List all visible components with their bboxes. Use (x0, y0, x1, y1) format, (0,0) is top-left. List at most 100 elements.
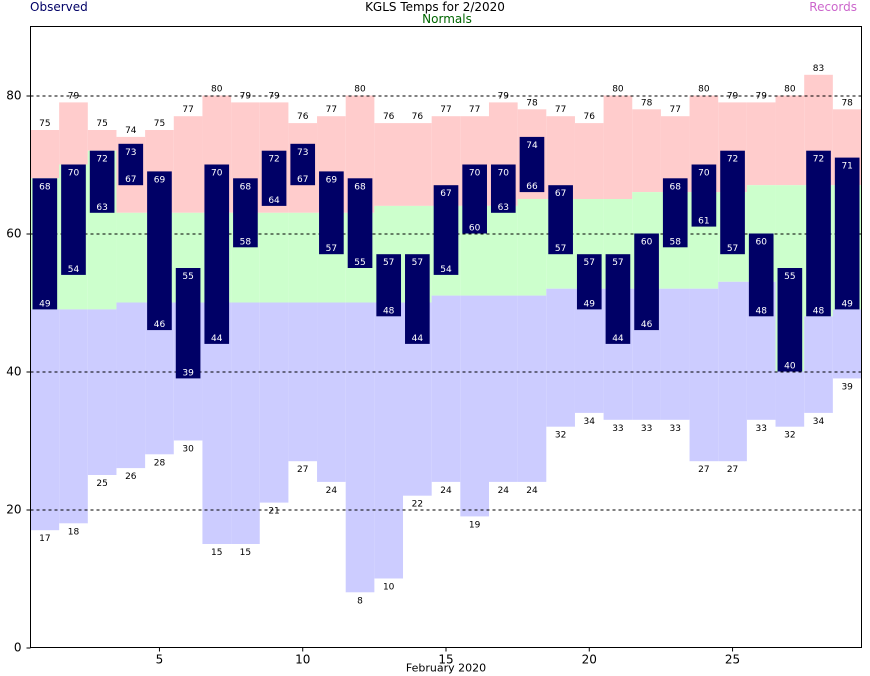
observed-high-label: 74 (526, 141, 538, 151)
record-low-label: 17 (39, 534, 50, 544)
x-tick-label: 25 (725, 653, 740, 667)
record-low-band (660, 288, 690, 420)
observed-high-label: 71 (841, 162, 852, 172)
record-low-label: 15 (240, 548, 251, 558)
observed-bar (834, 157, 860, 310)
observed-high-label: 70 (498, 169, 510, 179)
observed-high-label: 73 (297, 148, 308, 158)
record-low-label: 27 (698, 465, 709, 475)
record-low-label: 34 (584, 417, 596, 427)
observed-bar (806, 150, 831, 317)
record-high-band (775, 95, 805, 186)
record-high-band (632, 109, 661, 193)
observed-bar (261, 150, 287, 206)
record-high-label: 79 (498, 91, 510, 101)
observed-bar (634, 233, 659, 331)
observed-low-label: 44 (211, 334, 223, 344)
record-high-label: 76 (584, 112, 596, 122)
observed-legend: Observed (30, 0, 88, 14)
axes: 0 20 40 60 80 5 10 15 20 25 February 2020 (6, 26, 862, 675)
observed-high-label: 60 (755, 238, 767, 248)
observed-bars (32, 136, 860, 379)
observed-low-label: 54 (68, 265, 80, 275)
record-low-label: 34 (813, 417, 825, 427)
observed-bar (548, 185, 573, 255)
record-high-label: 77 (555, 105, 566, 115)
record-high-label: 76 (297, 112, 309, 122)
x-axis-label: February 2020 (406, 662, 486, 675)
normals-legend: Normals (422, 12, 472, 26)
record-low-label: 27 (297, 465, 308, 475)
record-high-label: 77 (670, 105, 681, 115)
observed-low-label: 63 (96, 203, 107, 213)
record-low-band (116, 302, 146, 469)
observed-low-label: 57 (555, 244, 566, 254)
observed-low-label: 55 (354, 258, 365, 268)
record-low-band (546, 288, 575, 427)
record-low-band (517, 295, 547, 482)
observed-high-label: 57 (584, 258, 595, 268)
record-high-band (574, 123, 604, 199)
observed-bar (147, 171, 172, 331)
record-high-label: 75 (39, 119, 50, 129)
y-tick-label: 80 (6, 89, 21, 103)
observed-bar (61, 164, 86, 275)
x-tick-label: 10 (295, 653, 310, 667)
observed-bar (720, 150, 745, 255)
observed-bar (32, 178, 58, 310)
observed-bar (691, 164, 717, 227)
observed-high-label: 69 (154, 175, 166, 185)
observed-low-label: 67 (297, 175, 308, 185)
observed-low-label: 46 (154, 320, 166, 330)
record-low-label: 39 (841, 382, 853, 392)
observed-high-label: 72 (268, 155, 279, 165)
record-high-label: 80 (698, 85, 710, 95)
record-low-label: 22 (412, 500, 423, 510)
observed-low-label: 66 (526, 182, 538, 192)
observed-low-label: 49 (841, 299, 853, 309)
x-tick-label: 20 (582, 653, 597, 667)
observed-low-label: 58 (670, 237, 682, 247)
observed-high-label: 72 (727, 155, 738, 165)
record-low-label: 26 (125, 472, 137, 482)
observed-bar (89, 150, 115, 213)
record-high-label: 76 (383, 112, 395, 122)
record-low-band (345, 302, 375, 593)
record-high-label: 83 (813, 64, 824, 74)
record-high-label: 74 (125, 126, 137, 136)
record-low-label: 25 (96, 479, 107, 489)
observed-low-label: 48 (813, 306, 825, 316)
observed-bar (605, 254, 631, 344)
observed-high-label: 70 (698, 169, 710, 179)
record-high-label: 80 (211, 85, 223, 95)
observed-high-label: 68 (670, 182, 682, 192)
record-high-label: 78 (841, 98, 853, 108)
observed-bar (376, 254, 402, 317)
observed-bar (662, 178, 688, 248)
observed-low-label: 44 (412, 334, 424, 344)
record-low-band (689, 288, 719, 462)
observed-low-label: 48 (383, 306, 395, 316)
observed-bar (405, 254, 430, 344)
observed-bar (490, 164, 516, 213)
observed-high-label: 60 (641, 238, 653, 248)
observed-low-label: 67 (125, 175, 136, 185)
record-high-label: 77 (326, 105, 337, 115)
record-low-band (87, 309, 117, 475)
observed-low-label: 57 (727, 244, 738, 254)
record-low-band (804, 316, 833, 413)
record-high-label: 78 (641, 98, 653, 108)
record-high-label: 79 (240, 91, 252, 101)
record-low-label: 30 (182, 445, 194, 455)
normal-band (116, 212, 146, 303)
record-low-label: 33 (641, 424, 652, 434)
observed-low-label: 64 (268, 196, 280, 206)
observed-high-label: 68 (354, 182, 366, 192)
normal-band (288, 212, 318, 303)
record-high-label: 79 (727, 91, 739, 101)
y-tick-label: 0 (14, 641, 22, 655)
observed-low-label: 63 (498, 203, 509, 213)
observed-low-label: 49 (584, 299, 596, 309)
record-high-label: 75 (96, 119, 107, 129)
data-labels: 68 49 75 17 70 54 79 18 72 63 75 25 73 67 74 26 69 46 75 28… (39, 64, 853, 606)
